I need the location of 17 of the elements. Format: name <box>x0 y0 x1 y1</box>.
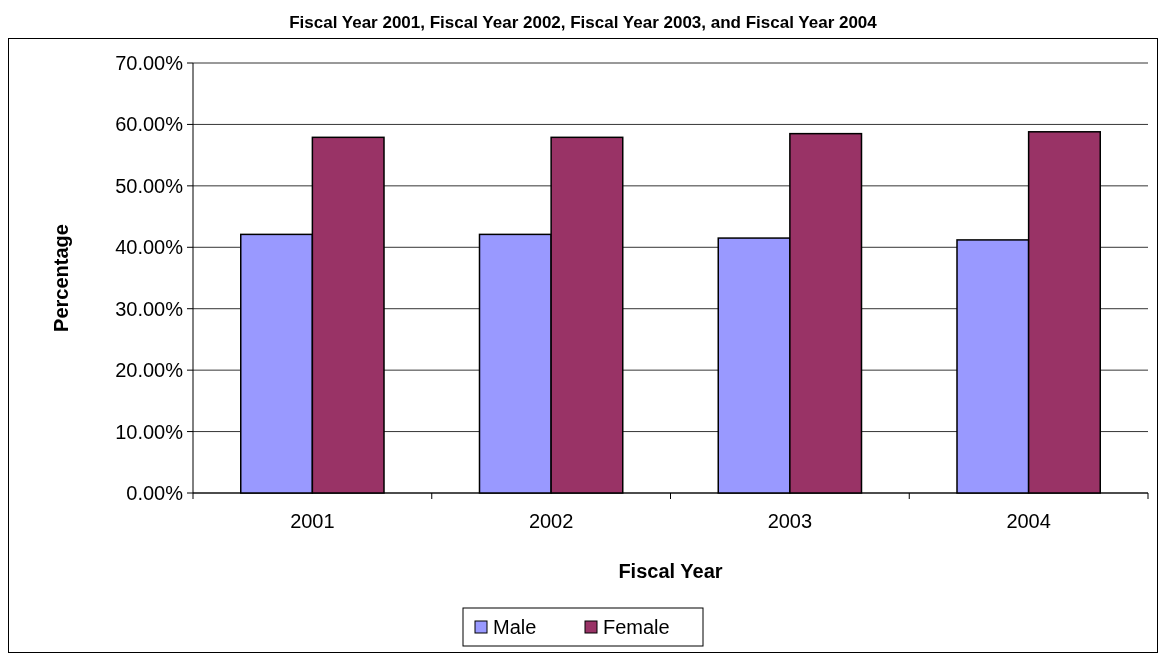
y-tick-label: 40.00% <box>115 236 184 259</box>
x-tick-label: 2004 <box>1006 510 1051 532</box>
x-axis-title: Fiscal Year <box>618 560 723 582</box>
legend-label: Female <box>603 616 670 638</box>
y-tick-label: 50.00% <box>115 174 184 197</box>
x-tick-label: 2003 <box>767 510 813 532</box>
x-tick-label: 2002 <box>528 510 574 532</box>
x-tick-label: 2001 <box>290 510 335 532</box>
y-tick-label: 20.00% <box>115 359 184 382</box>
chart-title: Fiscal Year 2001, Fiscal Year 2002, Fiscal Year 2003, and Fiscal Year 2004 <box>289 13 878 32</box>
y-tick-label: 10.00% <box>115 420 184 443</box>
legend-label: Male <box>493 616 537 638</box>
y-tick-label: 0.00% <box>126 482 184 504</box>
y-axis-title: Percentage <box>50 224 72 332</box>
y-tick-label: 70.00% <box>115 52 184 74</box>
y-tick-label: 60.00% <box>115 113 184 136</box>
y-tick-label: 30.00% <box>115 297 184 320</box>
